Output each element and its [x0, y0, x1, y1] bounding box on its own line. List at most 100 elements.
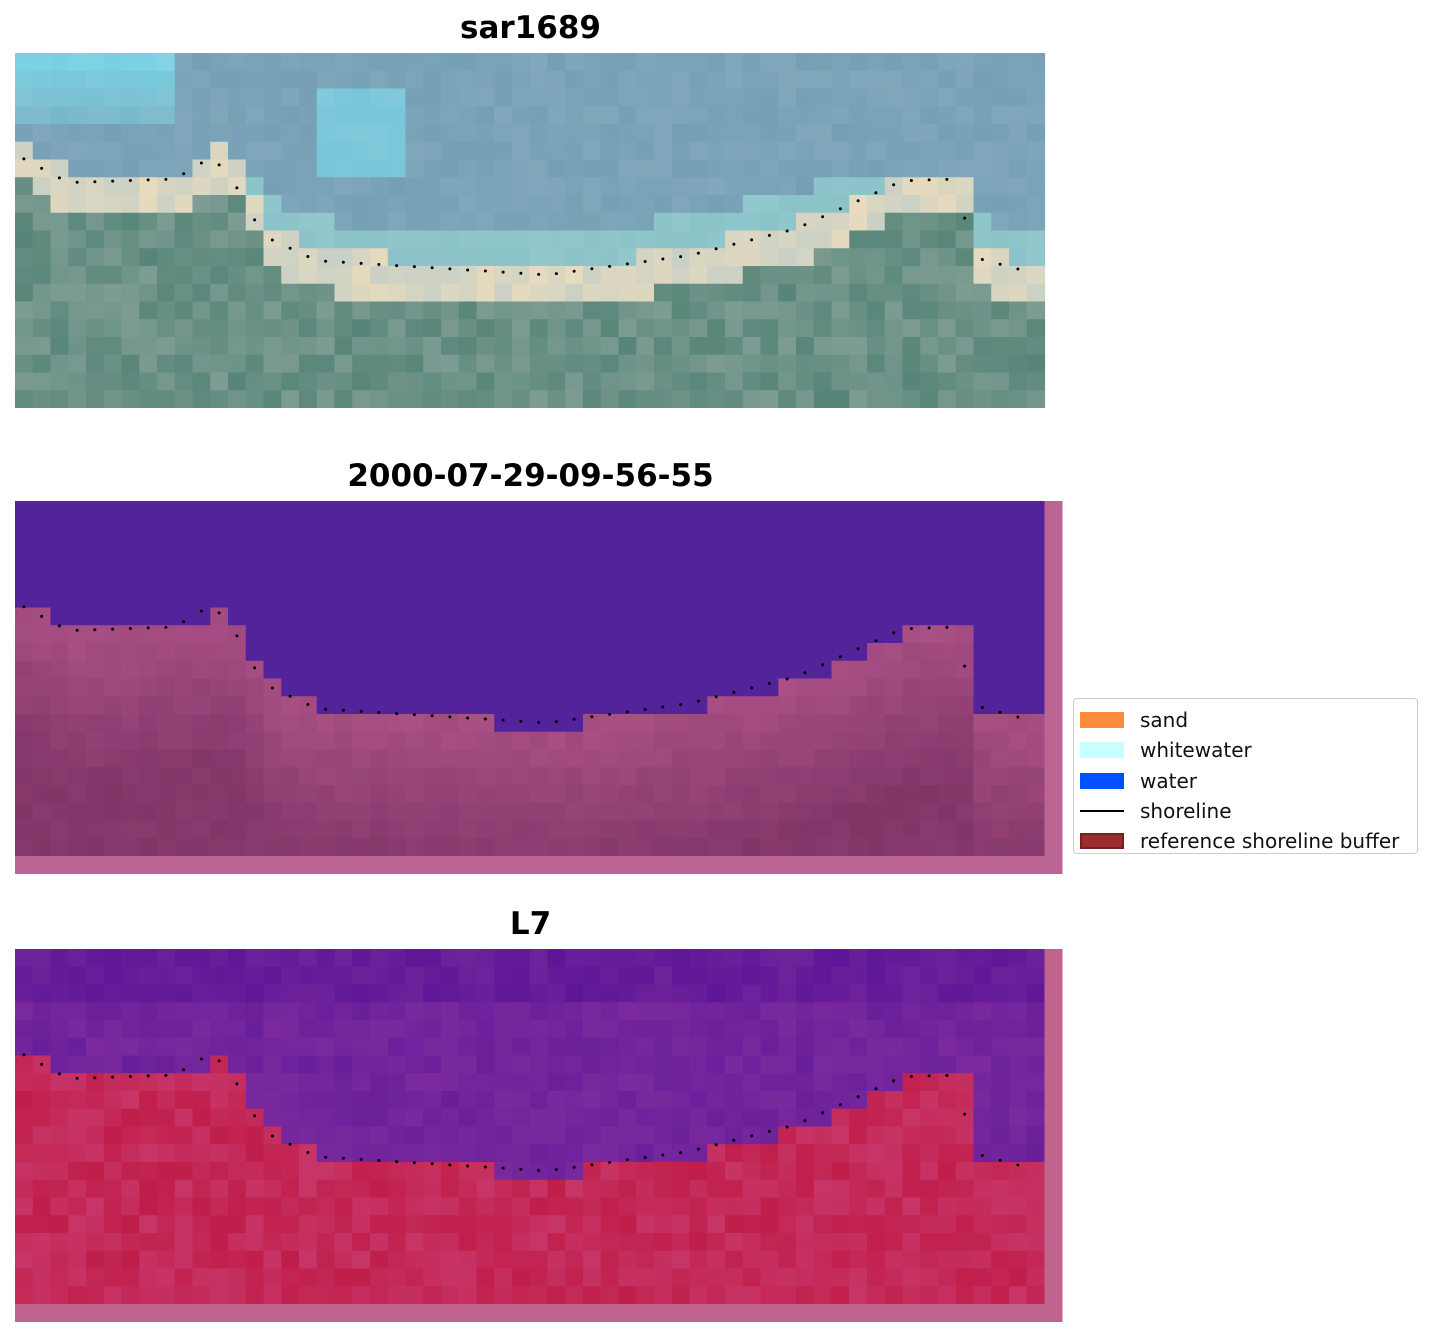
shoreline-point: [164, 177, 168, 181]
shoreline-point: [217, 1059, 221, 1063]
shoreline-point: [980, 1153, 984, 1157]
shoreline-point: [767, 681, 771, 685]
shoreline-point: [838, 207, 842, 211]
shoreline-point: [341, 708, 345, 712]
shoreline-point: [572, 717, 576, 721]
shoreline-point: [111, 1075, 115, 1079]
shoreline-point: [412, 713, 416, 717]
shoreline-point: [75, 1076, 79, 1080]
classification-image: [15, 501, 1064, 874]
shoreline-point: [838, 1103, 842, 1107]
index-image-canvas: [15, 949, 1063, 1322]
shoreline-point: [22, 605, 26, 609]
shoreline-point: [57, 1072, 61, 1076]
shoreline-point: [892, 183, 896, 187]
shoreline-point: [590, 715, 594, 719]
shoreline-point: [288, 694, 292, 698]
shoreline-point: [945, 625, 949, 629]
shoreline-point: [483, 717, 487, 721]
shoreline-point: [963, 216, 967, 220]
shoreline-point: [22, 157, 26, 161]
rgb-image-canvas: [15, 53, 1046, 408]
shoreline-point: [821, 215, 825, 219]
shoreline-point: [430, 266, 434, 270]
shoreline-point: [537, 272, 541, 276]
shoreline-line-swatch: [1080, 810, 1124, 813]
shoreline-point: [430, 714, 434, 718]
water-swatch: [1080, 772, 1124, 789]
shoreline-point: [182, 1068, 186, 1072]
shoreline-point: [395, 1160, 399, 1164]
shoreline-point: [324, 259, 328, 263]
shoreline-point: [945, 1073, 949, 1077]
shoreline-point: [306, 1151, 310, 1155]
shoreline-point: [466, 1164, 470, 1168]
legend-label: shoreline: [1140, 799, 1232, 824]
shoreline-point: [980, 257, 984, 261]
shoreline-point: [483, 269, 487, 273]
legend-label: whitewater: [1140, 738, 1252, 763]
legend-label: reference shoreline buffer: [1140, 829, 1400, 854]
shoreline-point: [1016, 267, 1020, 271]
panel-title-1: sar1689: [460, 10, 601, 46]
shoreline-point: [554, 272, 558, 276]
shoreline-point: [270, 238, 274, 242]
shoreline-point: [466, 268, 470, 272]
image-border: [15, 1304, 1063, 1322]
shoreline-point: [146, 178, 150, 182]
shoreline-point: [980, 705, 984, 709]
shoreline-point: [519, 719, 523, 723]
shoreline-point: [963, 1112, 967, 1116]
shoreline-point: [288, 1142, 292, 1146]
shoreline-point: [821, 663, 825, 667]
shoreline-point: [785, 1125, 789, 1129]
shoreline-point: [128, 179, 132, 182]
shoreline-point: [696, 251, 700, 255]
shoreline-point: [519, 1167, 523, 1171]
shoreline-point: [874, 639, 878, 643]
shoreline-point: [57, 624, 61, 628]
legend-item-whitewater: whitewater: [1080, 735, 1411, 765]
shoreline-point: [590, 1163, 594, 1167]
shoreline-point: [803, 1119, 807, 1123]
shoreline-point: [430, 1162, 434, 1166]
shoreline-point: [732, 1138, 736, 1142]
shoreline-point: [661, 705, 665, 709]
shoreline-point: [448, 715, 452, 719]
shoreline-point: [501, 1166, 505, 1170]
shoreline-point: [909, 1075, 913, 1078]
rgb-image: [15, 53, 1046, 408]
shoreline-point: [679, 1151, 683, 1155]
shoreline-point: [625, 1158, 629, 1162]
shoreline-point: [288, 246, 292, 250]
shoreline-point: [40, 166, 44, 170]
legend-item-shoreline: shoreline: [1080, 796, 1411, 826]
shoreline-point: [377, 1159, 381, 1162]
shoreline-point: [519, 271, 523, 275]
shoreline-point: [909, 627, 913, 630]
legend-label: water: [1140, 768, 1197, 793]
shoreline-point: [590, 267, 594, 271]
legend-label: sand: [1140, 708, 1189, 733]
shoreline-point: [856, 1095, 860, 1099]
shoreline-point: [270, 1134, 274, 1138]
shoreline-point: [572, 1165, 576, 1169]
shoreline-point: [643, 707, 647, 711]
shoreline-point: [270, 686, 274, 690]
shoreline-point: [359, 709, 363, 713]
shoreline-point: [111, 627, 115, 631]
shoreline-point: [306, 703, 310, 707]
shoreline-point: [128, 627, 132, 630]
image-border: [1044, 949, 1063, 1322]
shoreline-point: [93, 628, 97, 632]
shoreline-point: [40, 1062, 44, 1066]
shoreline-point: [927, 1074, 931, 1078]
shoreline-point: [146, 1074, 150, 1078]
shoreline-point: [235, 634, 239, 638]
shoreline-point: [537, 720, 541, 724]
shoreline-point: [998, 262, 1002, 266]
shoreline-point: [608, 712, 612, 716]
shoreline-point: [821, 1111, 825, 1115]
shoreline-point: [93, 1076, 97, 1080]
shoreline-point: [625, 262, 629, 266]
